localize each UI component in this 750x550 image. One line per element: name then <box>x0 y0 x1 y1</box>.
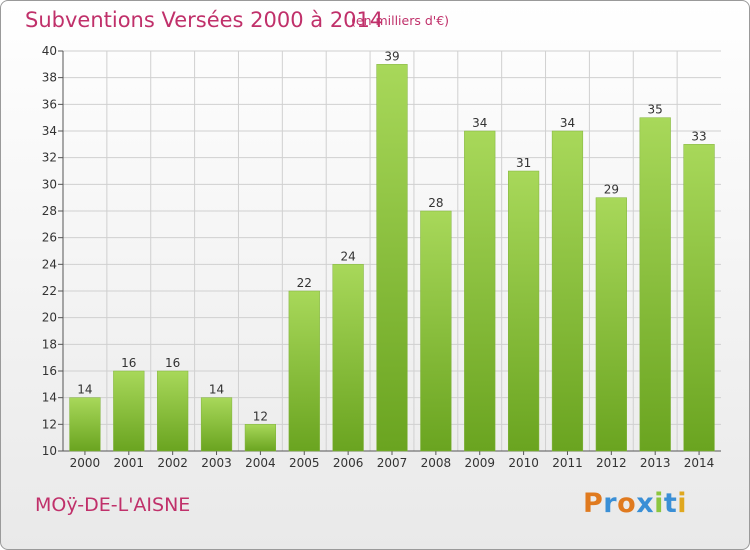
bars <box>69 64 715 452</box>
bar-2006 <box>332 264 364 452</box>
y-tick-label: 22 <box>42 284 57 298</box>
value-label-2011: 34 <box>560 116 575 130</box>
y-tick-label: 28 <box>42 204 57 218</box>
x-tick-label: 2010 <box>508 456 539 470</box>
x-tick-label: 2011 <box>552 456 583 470</box>
y-tick-label: 40 <box>42 44 57 58</box>
x-tick-label: 2009 <box>464 456 495 470</box>
x-tick-label: 2012 <box>596 456 627 470</box>
proxiti-logo: Proxiti <box>583 488 687 519</box>
logo-letter: P <box>583 488 604 519</box>
bar-2000 <box>69 397 101 452</box>
logo-letter: x <box>636 488 655 519</box>
value-label-2002: 16 <box>165 356 180 370</box>
value-label-2004: 12 <box>253 409 268 423</box>
x-tick-label: 2006 <box>333 456 364 470</box>
bar-2001 <box>113 370 145 452</box>
bar-2007 <box>376 64 408 452</box>
value-label-2012: 29 <box>604 183 619 197</box>
x-tick-label: 2014 <box>684 456 715 470</box>
y-tick-label: 18 <box>42 337 57 351</box>
logo-letter: t <box>663 488 678 519</box>
y-tick-label: 36 <box>42 97 57 111</box>
value-label-2007: 39 <box>384 49 399 63</box>
commune-name: MOÿ-DE-L'AISNE <box>35 494 191 516</box>
bar-2011 <box>551 130 584 452</box>
chart-title: Subventions Versées 2000 à 2014 <box>25 8 384 32</box>
x-tick-label: 2004 <box>245 456 276 470</box>
value-label-2013: 35 <box>648 103 663 117</box>
x-tick-label: 2005 <box>289 456 320 470</box>
x-tick-label: 2001 <box>114 456 145 470</box>
logo-letter: i <box>654 488 664 519</box>
bar-2004 <box>244 424 277 452</box>
value-label-2009: 34 <box>472 116 487 130</box>
logo-letter: o <box>617 488 637 519</box>
value-label-2000: 14 <box>77 383 92 397</box>
bar-2005 <box>288 290 320 452</box>
value-label-2003: 14 <box>209 383 224 397</box>
y-tick-label: 34 <box>42 124 57 138</box>
y-tick-label: 12 <box>42 417 57 431</box>
x-tick-label: 2007 <box>377 456 408 470</box>
value-labels: 14 16 16 14 12 22 24 39 28 34 31 34 29 35 33 <box>77 49 706 423</box>
bar-2012 <box>595 197 627 452</box>
y-tick-label: 26 <box>42 231 57 245</box>
y-tick-label: 20 <box>42 311 57 325</box>
axes: 10 12 14 16 18 20 22 24 26 28 30 32 34 36 38 40 2000 2001… <box>42 44 721 470</box>
value-label-2005: 22 <box>297 276 312 290</box>
x-tick-label: 2013 <box>640 456 671 470</box>
y-tick-label: 30 <box>42 177 57 191</box>
y-tick-label: 38 <box>42 71 57 85</box>
x-tick-label: 2002 <box>157 456 188 470</box>
bar-2009 <box>464 130 496 452</box>
value-label-2001: 16 <box>121 356 136 370</box>
bar-2002 <box>157 370 189 452</box>
x-tick-label: 2003 <box>201 456 232 470</box>
x-tick-label: 2008 <box>421 456 452 470</box>
y-tick-label: 32 <box>42 151 57 165</box>
y-tick-label: 14 <box>42 391 57 405</box>
logo-letter: i <box>677 488 688 519</box>
bar-2010 <box>507 170 540 452</box>
bar-2013 <box>639 117 671 452</box>
bar-2008 <box>420 210 452 452</box>
value-label-2014: 33 <box>691 129 706 143</box>
bar-2014 <box>683 144 715 452</box>
logo-letter: r <box>603 488 618 519</box>
chart-subtitle: (en milliers d'€) <box>351 13 450 28</box>
y-tick-label: 10 <box>42 444 57 458</box>
value-label-2010: 31 <box>516 156 531 170</box>
value-label-2008: 28 <box>428 196 443 210</box>
y-tick-label: 16 <box>42 364 57 378</box>
bar-2003 <box>200 397 233 452</box>
x-tick-label: 2000 <box>70 456 101 470</box>
value-label-2006: 24 <box>340 249 355 263</box>
y-tick-label: 24 <box>42 257 57 271</box>
